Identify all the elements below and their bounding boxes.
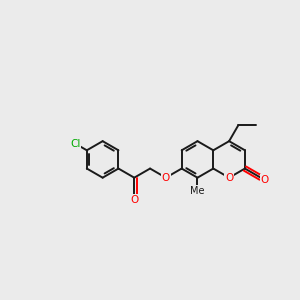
Text: O: O [260,175,269,185]
Text: Me: Me [190,186,205,196]
Text: Cl: Cl [70,139,80,149]
Text: O: O [162,173,170,183]
Text: O: O [225,173,233,183]
Text: O: O [130,195,138,205]
